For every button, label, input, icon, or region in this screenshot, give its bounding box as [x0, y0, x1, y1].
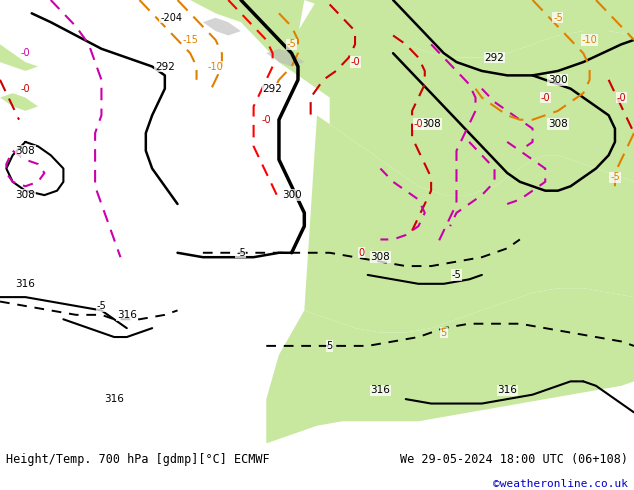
- Polygon shape: [203, 18, 241, 35]
- Text: -0: -0: [20, 48, 30, 58]
- Text: Height/Temp. 700 hPa [gdmp][°C] ECMWF: Height/Temp. 700 hPa [gdmp][°C] ECMWF: [6, 453, 270, 466]
- Text: -5: -5: [553, 13, 563, 23]
- Polygon shape: [266, 49, 304, 67]
- Polygon shape: [0, 44, 38, 71]
- Text: 292: 292: [155, 62, 175, 72]
- Polygon shape: [266, 288, 634, 443]
- Text: 292: 292: [484, 52, 505, 63]
- Text: -5: -5: [96, 301, 107, 311]
- Polygon shape: [304, 115, 634, 333]
- Text: 5: 5: [441, 328, 447, 338]
- Text: 308: 308: [15, 146, 36, 156]
- Text: -5: -5: [451, 270, 462, 280]
- Text: -0: -0: [350, 57, 360, 67]
- Text: 316: 316: [117, 310, 137, 320]
- Text: -10: -10: [208, 62, 223, 72]
- Text: 308: 308: [15, 190, 36, 200]
- Text: 316: 316: [104, 394, 124, 404]
- Polygon shape: [330, 0, 406, 44]
- Text: -0: -0: [20, 84, 30, 94]
- Text: -0: -0: [616, 93, 626, 102]
- Text: 300: 300: [282, 190, 301, 200]
- Text: -15: -15: [182, 35, 198, 45]
- Text: 308: 308: [370, 252, 391, 262]
- Text: 300: 300: [548, 75, 567, 85]
- Polygon shape: [0, 93, 38, 111]
- Text: -5: -5: [287, 39, 297, 49]
- Text: ©weatheronline.co.uk: ©weatheronline.co.uk: [493, 479, 628, 490]
- Text: -5: -5: [610, 172, 620, 182]
- Polygon shape: [190, 0, 304, 71]
- Text: 0: 0: [358, 248, 365, 258]
- Text: 308: 308: [421, 119, 441, 129]
- Text: -0: -0: [540, 93, 550, 102]
- Text: -5: -5: [236, 248, 246, 258]
- Text: 308: 308: [548, 119, 568, 129]
- Text: 316: 316: [497, 385, 517, 395]
- Text: 316: 316: [370, 385, 391, 395]
- Text: -10: -10: [582, 35, 597, 45]
- Polygon shape: [304, 0, 634, 58]
- Text: 5: 5: [327, 341, 333, 351]
- Text: -0: -0: [261, 115, 271, 125]
- Text: 292: 292: [262, 84, 283, 94]
- Text: -204: -204: [160, 13, 182, 23]
- Text: 316: 316: [15, 279, 36, 289]
- Text: We 29-05-2024 18:00 UTC (06+108): We 29-05-2024 18:00 UTC (06+108): [399, 453, 628, 466]
- Polygon shape: [279, 0, 634, 195]
- Text: -0: -0: [413, 119, 424, 129]
